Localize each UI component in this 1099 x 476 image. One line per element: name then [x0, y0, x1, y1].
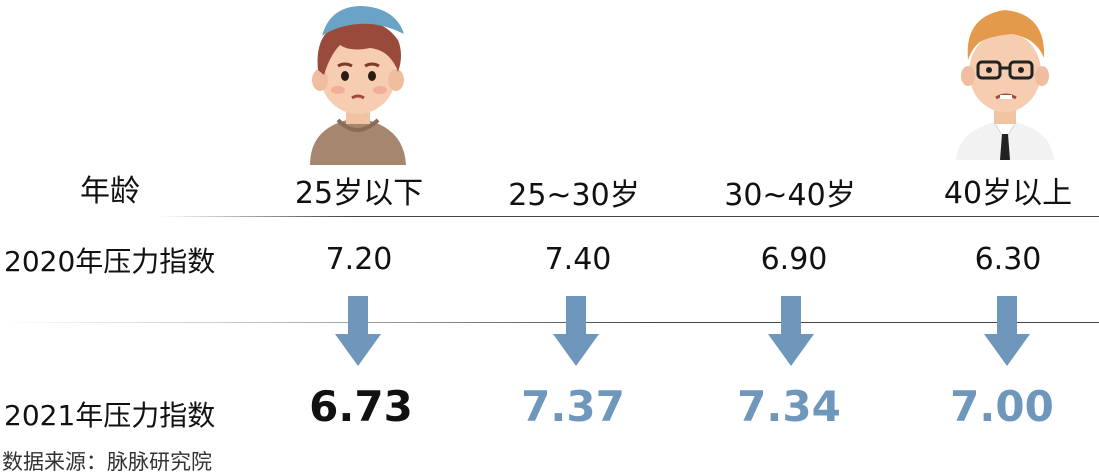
value-2021-25-30: 7.37	[521, 382, 625, 431]
source-note: 数据来源：脉脉研究院	[2, 450, 212, 474]
age-group-30-40: 30~40岁	[724, 178, 856, 213]
row-divider	[0, 322, 1099, 323]
down-arrow-icon	[984, 296, 1030, 366]
row-label-2020: 2020年压力指数	[4, 245, 216, 278]
age-group-under-25: 25岁以下	[294, 176, 424, 211]
young-man-worried-avatar	[310, 6, 406, 165]
value-2021-under-25: 6.73	[309, 382, 413, 431]
age-group-over-40: 40岁以上	[943, 176, 1073, 211]
value-2021-30-40: 7.34	[737, 382, 841, 431]
row-label-2021: 2021年压力指数	[4, 399, 216, 432]
header-divider	[160, 216, 1099, 217]
age-group-25-30: 25~30岁	[508, 178, 640, 213]
value-2020-over-40: 6.30	[974, 242, 1042, 277]
value-2021-over-40: 7.00	[950, 382, 1054, 431]
value-2020-under-25: 7.20	[325, 242, 393, 277]
down-arrow-icon	[553, 296, 599, 366]
down-arrow-icon	[768, 296, 814, 366]
value-2020-30-40: 6.90	[760, 242, 828, 277]
age-row-label: 年龄	[80, 174, 140, 209]
value-2020-25-30: 7.40	[544, 242, 612, 277]
down-arrow-icon	[335, 296, 381, 366]
man-glasses-smirk-avatar	[956, 10, 1054, 160]
